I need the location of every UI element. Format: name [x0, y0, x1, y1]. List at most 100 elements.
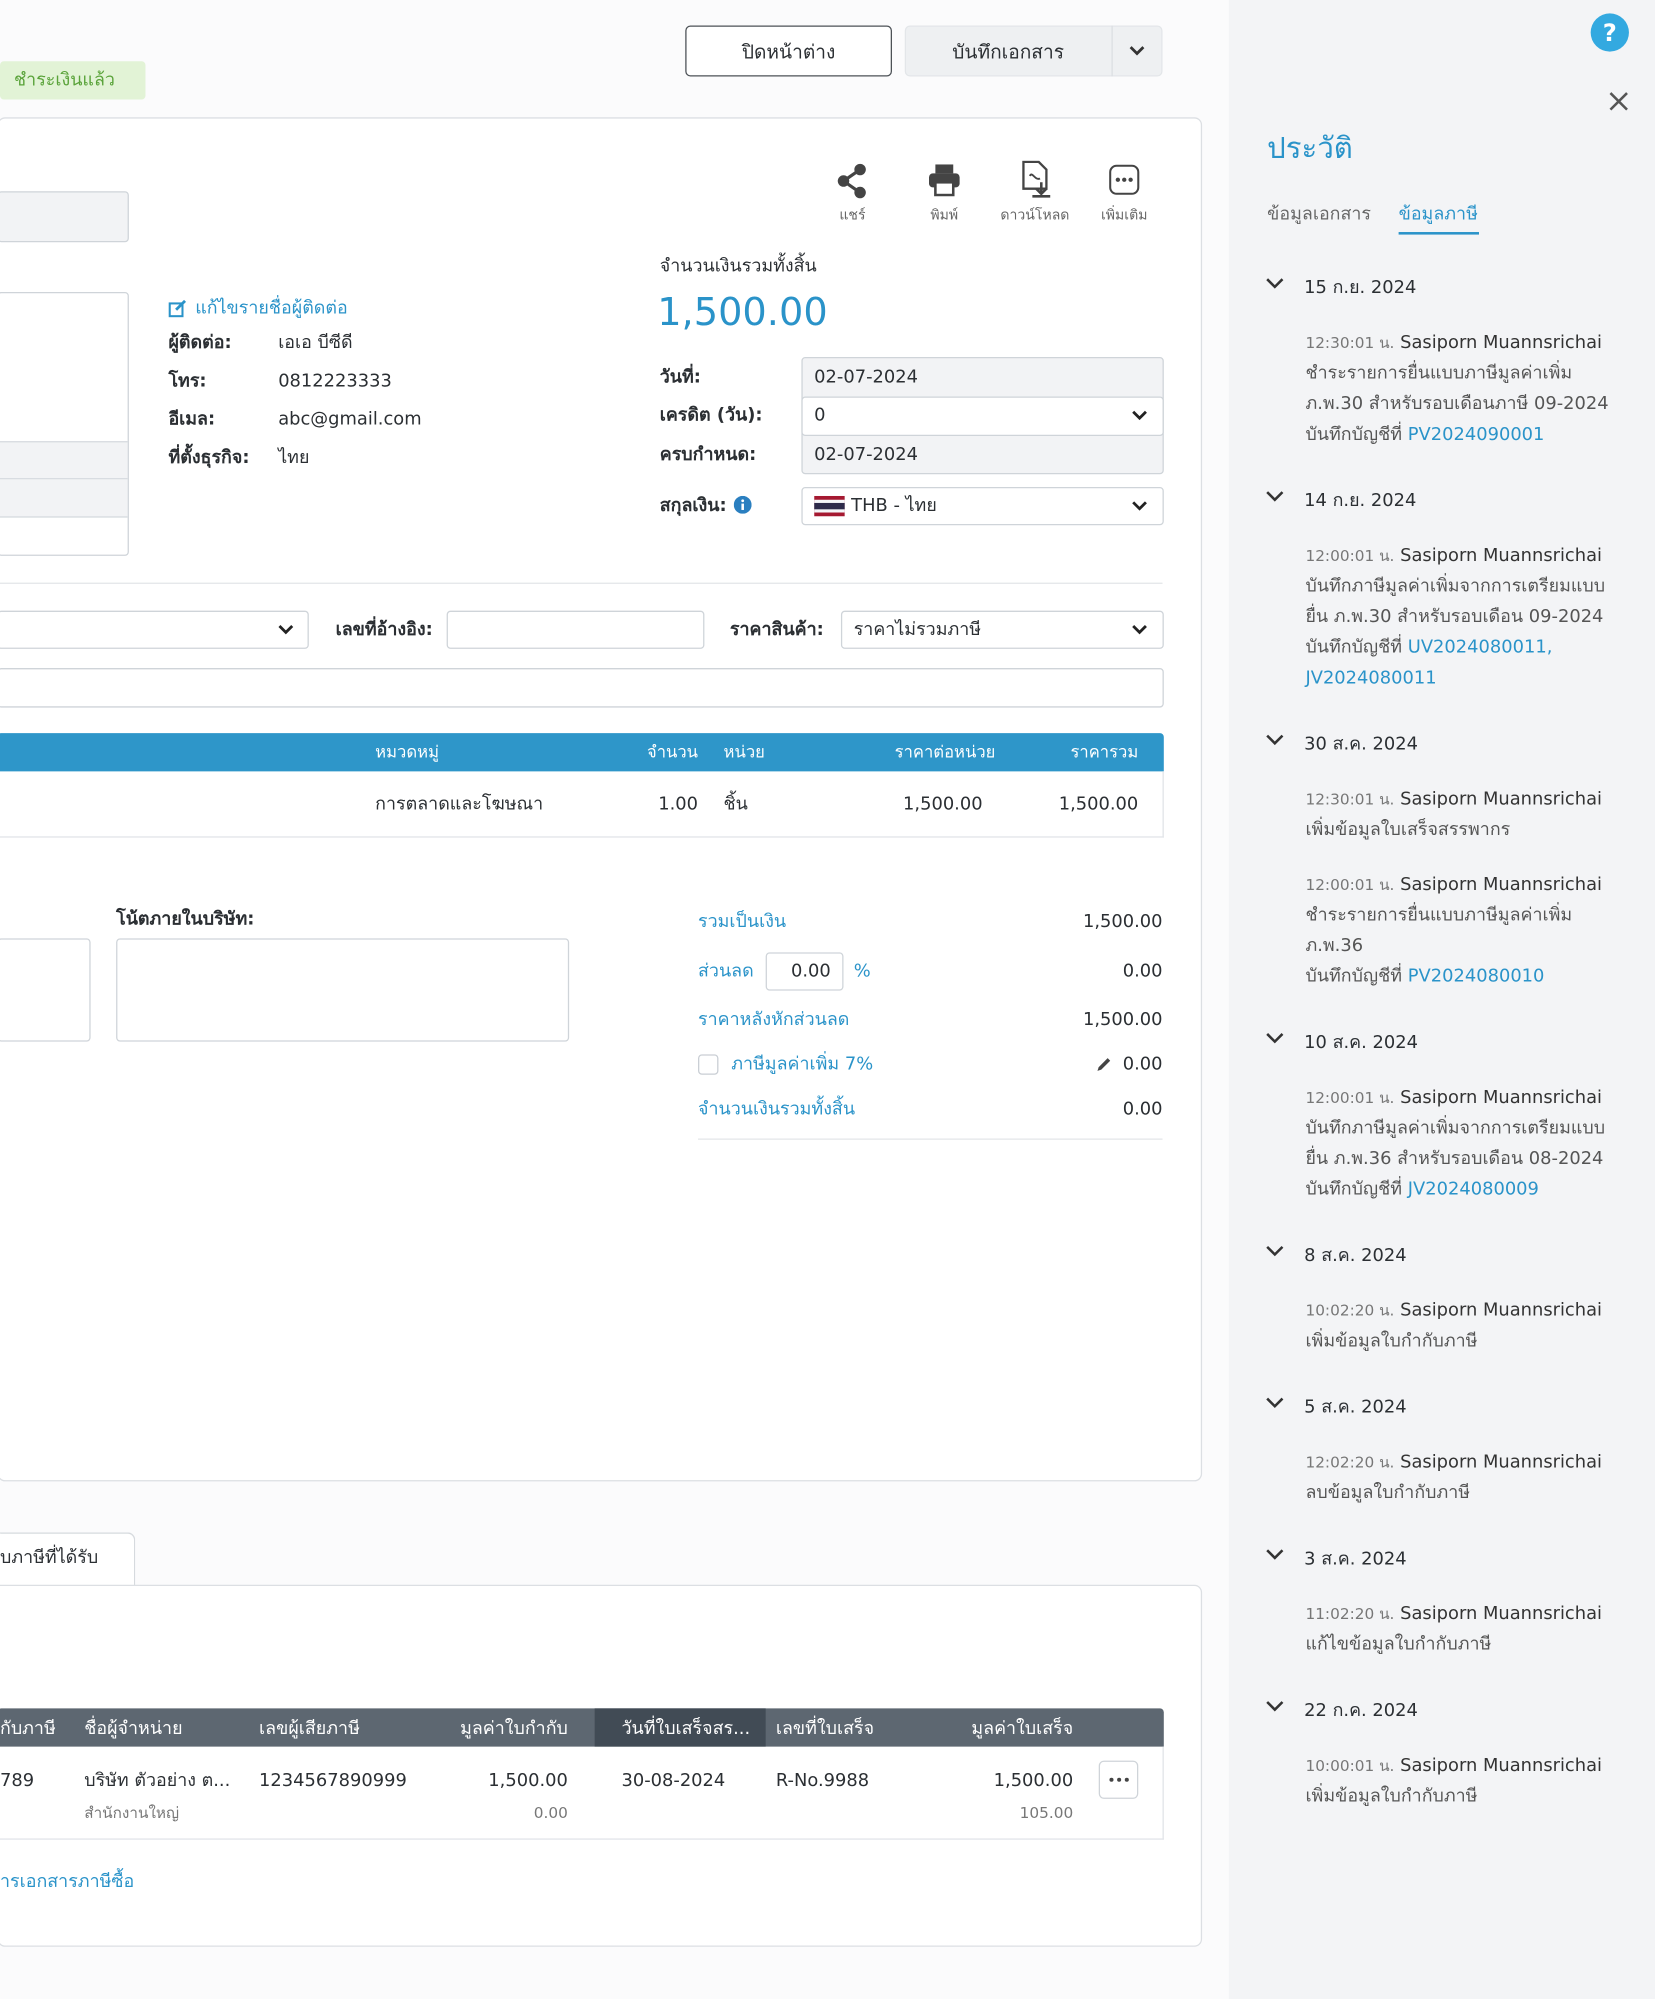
share-icon[interactable] [837, 163, 868, 199]
event-time: 11:02:20 น. [1305, 1605, 1395, 1623]
date-value[interactable]: 02-07-2024 [814, 367, 918, 388]
tax-cell: 1,500.00 [488, 1770, 568, 1792]
event-ref-link[interactable]: JV2024080009 [1407, 1179, 1539, 1200]
event-line: 12:02:20 น. Sasiporn Muannsrichai [1305, 1447, 1618, 1478]
collapse-icon[interactable] [1266, 1031, 1284, 1044]
tax-header-cell: มูลค่าใบเสร็จ [971, 1718, 1074, 1739]
more-icon[interactable] [1109, 164, 1140, 195]
event-ref: บันทึกบัญชีที่ UV2024080011, JV202408001… [1305, 632, 1618, 693]
dropdown-icon[interactable] [1128, 43, 1146, 58]
save-button[interactable] [904, 25, 1163, 77]
total-label: จำนวนเงินรวมทั้งสิ้น [698, 1098, 856, 1120]
tax-link[interactable]: ารเอกสารภาษีซื้อ [0, 1871, 135, 1892]
contact-label: อีเมล: [168, 409, 216, 430]
table-header-cell: หน่วย [723, 743, 765, 763]
input-field[interactable] [0, 191, 129, 243]
collapse-icon[interactable] [1266, 1548, 1284, 1561]
event-user: Sasiporn Muannsrichai [1400, 545, 1603, 567]
toolbar-label[interactable]: เพิ่มเติม [1100, 206, 1148, 224]
status-pill [0, 61, 146, 100]
event-text: เพิ่มข้อมูลใบกำกับภาษี [1305, 1330, 1478, 1352]
reference-input[interactable] [446, 610, 705, 649]
more-dots[interactable] [1109, 1777, 1129, 1782]
info-icon[interactable] [733, 495, 752, 514]
table-cell: การตลาดและโฆษณา [375, 794, 544, 815]
save-button-text[interactable]: บันทึกเอกสาร [952, 40, 1065, 64]
tax-card [0, 1584, 1203, 1947]
toolbar-label[interactable]: ดาวน์โหลด [1000, 206, 1070, 224]
event-text: ชำระรายการยื่นแบบภาษีมูลค่าเพิ่ม ภ.พ.36 [1305, 905, 1573, 957]
vat-checkbox[interactable] [698, 1054, 719, 1075]
chevron-icon[interactable] [1132, 500, 1147, 513]
edit-icon[interactable] [168, 299, 187, 318]
chevron-icon[interactable] [1132, 409, 1147, 422]
event-text: บันทึกภาษีมูลค่าเพิ่มจากการเตรียมแบบยื่น… [1305, 1118, 1606, 1170]
collapse-icon[interactable] [1266, 1244, 1284, 1257]
close-icon[interactable] [1609, 92, 1628, 111]
download-icon[interactable] [1020, 160, 1053, 199]
toolbar-label[interactable]: พิมพ์ [930, 206, 959, 224]
textarea[interactable] [116, 938, 570, 1042]
toolbar-label[interactable]: แชร์ [839, 206, 866, 224]
event-text: เพิ่มข้อมูลใบกำกับภาษี [1305, 1786, 1478, 1807]
close-button[interactable] [685, 25, 892, 77]
history-date: 30 ส.ค. 2024 [1263, 729, 1633, 760]
event-ref-link[interactable]: PV2024080010 [1407, 966, 1545, 987]
field-label: สกุลเงิน: [659, 495, 727, 517]
history-entry: 22 ก.ค. 2024 10:00:01 น. Sasiporn Muannsr… [1263, 1696, 1633, 1848]
tab-underline [1398, 232, 1479, 235]
tab-label[interactable]: ับภาษีที่ได้รับ [0, 1547, 99, 1569]
event-ref-label: บันทึกบัญชีที่ [1305, 1179, 1403, 1200]
discount-unit: % [853, 961, 871, 982]
event-time: 12:00:01 น. [1305, 875, 1395, 894]
table-header [0, 733, 1164, 772]
discount-input[interactable] [765, 952, 844, 991]
collapse-icon[interactable] [1266, 1396, 1284, 1409]
address-row[interactable] [0, 479, 128, 518]
history-tab-active[interactable]: ข้อมูลภาษี [1398, 203, 1478, 225]
tax-table-row [0, 1746, 1164, 1840]
currency-select[interactable] [801, 487, 1164, 526]
event-user: Sasiporn Muannsrichai [1400, 1300, 1603, 1321]
history-event: 10:00:01 น. Sasiporn Muannsrichai เพิ่มข้… [1305, 1750, 1618, 1811]
address-row[interactable] [0, 441, 128, 480]
chevron-icon[interactable] [278, 623, 294, 636]
event-time: 10:02:20 น. [1305, 1301, 1395, 1320]
credit-select[interactable] [801, 396, 1164, 437]
close-button-text[interactable]: ปิดหน้าต่าง [741, 40, 836, 64]
event-ref: บันทึกบัญชีที่ PV2024080010 [1305, 961, 1618, 992]
price-select[interactable] [840, 610, 1164, 649]
pencil-icon[interactable] [1095, 1056, 1113, 1074]
select-field[interactable] [0, 610, 309, 649]
edit-contact-link[interactable]: แก้ไขรายชื่อผู้ติดต่อ [195, 298, 348, 319]
event-ref-link[interactable]: UV2024080011, JV2024080011 [1305, 637, 1553, 689]
history-entry: 3 ส.ค. 2024 11:02:20 น. Sasiporn Muannsri… [1263, 1544, 1633, 1696]
collapse-icon[interactable] [1266, 277, 1284, 290]
text-input[interactable] [0, 668, 1164, 708]
collapse-icon[interactable] [1266, 490, 1284, 503]
price-value[interactable]: ราคาไม่รวมภาษี [853, 619, 982, 640]
textarea[interactable] [0, 938, 91, 1042]
history-event: 11:02:20 น. Sasiporn Muannsrichai แก้ไขข้… [1305, 1599, 1618, 1660]
currency-value[interactable]: THB - ไทย [851, 495, 937, 517]
history-event: 10:02:20 น. Sasiporn Muannsrichai เพิ่มข้… [1305, 1295, 1618, 1356]
credit-value[interactable]: 0 [814, 405, 826, 426]
total-value: 1,500.00 [1082, 1009, 1163, 1031]
discount-value[interactable]: 0.00 [790, 961, 831, 982]
event-user: Sasiporn Muannsrichai [1400, 332, 1603, 354]
event-ref-link[interactable]: PV2024090001 [1407, 424, 1545, 445]
help-icon[interactable]: ? [1590, 13, 1630, 53]
chevron-icon[interactable] [1132, 623, 1147, 636]
event-text: แก้ไขข้อมูลใบกำกับภาษี [1305, 1634, 1492, 1655]
total-label: จำนวนเงินรวมทั้งสิ้น [659, 256, 817, 277]
history-tab[interactable]: ข้อมูลเอกสาร [1267, 203, 1372, 225]
tax-header-cell: วันที่ใบเสร็จสร... [621, 1718, 751, 1739]
print-icon[interactable] [928, 163, 961, 197]
due-value[interactable]: 02-07-2024 [814, 444, 918, 466]
total-label: รวมเป็นเงิน [698, 911, 787, 932]
collapse-icon[interactable] [1266, 1699, 1284, 1712]
main-card [0, 117, 1203, 1482]
tax-subcell: สำนักงานใหญ่ [84, 1803, 180, 1822]
tab[interactable] [0, 1532, 136, 1586]
collapse-icon[interactable] [1266, 733, 1284, 746]
